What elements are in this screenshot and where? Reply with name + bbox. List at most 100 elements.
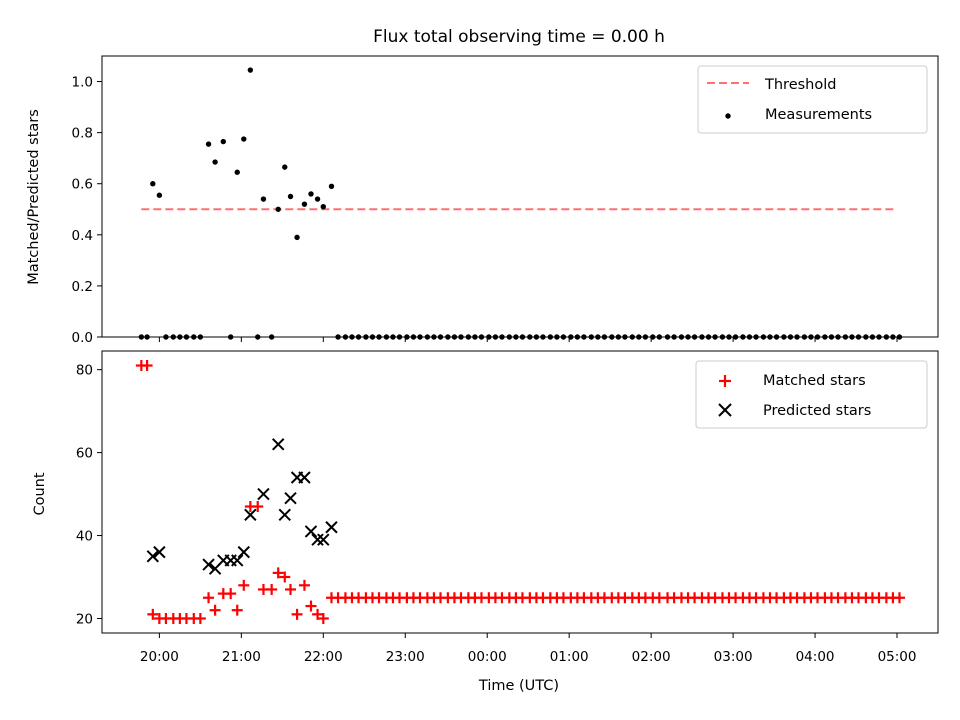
bottom-y-tick-label: 40	[76, 529, 93, 545]
matched-star-point	[317, 612, 329, 624]
matched-star-point	[225, 588, 237, 600]
measurement-point	[595, 334, 601, 340]
bottom-x-axis: 20:00 21:00 22:00 23:00 00:00 01:00 02:00 03:00…	[140, 633, 916, 665]
measurement-point	[138, 334, 145, 340]
measurement-point	[863, 334, 869, 340]
measurement-point	[328, 183, 335, 189]
matched-star-point	[209, 604, 221, 616]
measurement-point	[842, 334, 849, 340]
measurement-point	[191, 334, 197, 340]
measurement-point	[732, 334, 739, 340]
measurement-point	[417, 334, 423, 340]
measurement-point	[814, 334, 821, 340]
measurement-point	[197, 334, 204, 340]
predicted-star-point	[202, 558, 215, 571]
measurement-point	[342, 334, 349, 340]
x-tick-label: 03:00	[714, 649, 753, 665]
measurement-point	[740, 334, 746, 340]
measurement-point	[588, 334, 595, 340]
measurement-point	[746, 334, 753, 340]
x-tick-label: 20:00	[140, 649, 179, 665]
measurement-point	[712, 334, 718, 340]
measurement-point	[601, 334, 608, 340]
measurement-point	[801, 334, 808, 340]
measurement-point	[260, 196, 267, 202]
x-tick-label: 00:00	[468, 649, 507, 665]
measurement-point	[855, 334, 862, 340]
measurement-point	[349, 334, 355, 340]
matched-star-point	[893, 592, 905, 604]
matched-star-point	[285, 583, 297, 595]
top-y-tick-label: 0.4	[72, 228, 93, 244]
measurement-point	[301, 201, 308, 207]
bottom-y-axis-label: Count	[32, 472, 48, 515]
top-y-tick-label: 0.0	[72, 330, 93, 346]
measurement-point	[376, 334, 382, 340]
measurement-point	[622, 334, 628, 340]
measurement-point	[363, 334, 369, 340]
measurement-point	[753, 334, 759, 340]
predicted-stars-series	[146, 438, 338, 575]
measurements-legend-swatch	[725, 113, 731, 119]
measurement-point	[308, 191, 314, 197]
matched-star-point	[298, 579, 310, 591]
measurement-point	[609, 334, 615, 340]
matched-star-point	[252, 501, 264, 513]
measurement-point	[787, 334, 794, 340]
measurement-point	[458, 334, 464, 340]
measurement-point	[499, 334, 505, 340]
measurement-point	[828, 334, 835, 340]
measurement-point	[726, 334, 732, 340]
measurement-point	[183, 334, 190, 340]
measurement-point	[268, 334, 275, 340]
measurement-point	[335, 334, 341, 340]
measurement-point	[205, 141, 212, 147]
measurement-point	[794, 334, 800, 340]
measurement-point	[424, 334, 431, 340]
measurement-point	[650, 334, 656, 340]
bottom-y-tick-label: 60	[76, 446, 93, 462]
top-plot: 0.0 0.2 0.4 0.6 0.8 1.0 Matched/Predicted sta…	[26, 55, 939, 346]
measurement-point	[445, 334, 451, 340]
chart-title: Flux total observing time = 0.00 h	[373, 27, 665, 47]
predicted-stars-legend-label: Predicted stars	[763, 403, 871, 419]
x-tick-label: 02:00	[632, 649, 671, 665]
bottom-legend: Matched stars Predicted stars	[695, 360, 928, 429]
measurement-point	[685, 334, 691, 340]
predicted-star-point	[244, 508, 257, 522]
bottom-plot: 20 40 60 80 20:00 21:00 22:00 23:00 00:00 01:00 0…	[32, 350, 939, 694]
x-axis-label: Time (UTC)	[478, 678, 559, 694]
measurement-point	[255, 334, 261, 340]
measurement-point	[431, 334, 437, 340]
predicted-star-point	[146, 550, 160, 563]
measurement-point	[781, 334, 787, 340]
predicted-star-point	[284, 492, 297, 505]
measurement-point	[574, 334, 581, 340]
measurement-point	[177, 334, 183, 340]
measurement-point	[656, 334, 663, 340]
predicted-stars-legend-swatch	[718, 403, 732, 417]
matched-star-point	[141, 360, 153, 372]
predicted-star-point	[278, 508, 291, 522]
matched-star-point	[279, 571, 291, 583]
matched-star-point	[147, 608, 159, 620]
bottom-legend-box	[695, 360, 928, 429]
x-tick-label: 22:00	[304, 649, 343, 665]
measurement-point	[719, 334, 726, 340]
matched-star-point	[266, 583, 278, 595]
measurement-point	[629, 334, 635, 340]
measurement-point	[615, 334, 622, 340]
measurement-point	[678, 334, 685, 340]
measurement-point	[220, 138, 227, 145]
x-tick-label: 01:00	[550, 649, 589, 665]
measurement-point	[822, 334, 828, 340]
bottom-y-tick-label: 20	[76, 611, 93, 627]
measurement-point	[773, 334, 780, 340]
top-y-tick-label: 0.8	[72, 126, 93, 142]
measurement-point	[241, 136, 247, 142]
measurement-point	[410, 334, 417, 340]
matched-star-point	[203, 592, 215, 604]
measurement-point	[156, 192, 163, 198]
measurement-point	[314, 196, 321, 202]
